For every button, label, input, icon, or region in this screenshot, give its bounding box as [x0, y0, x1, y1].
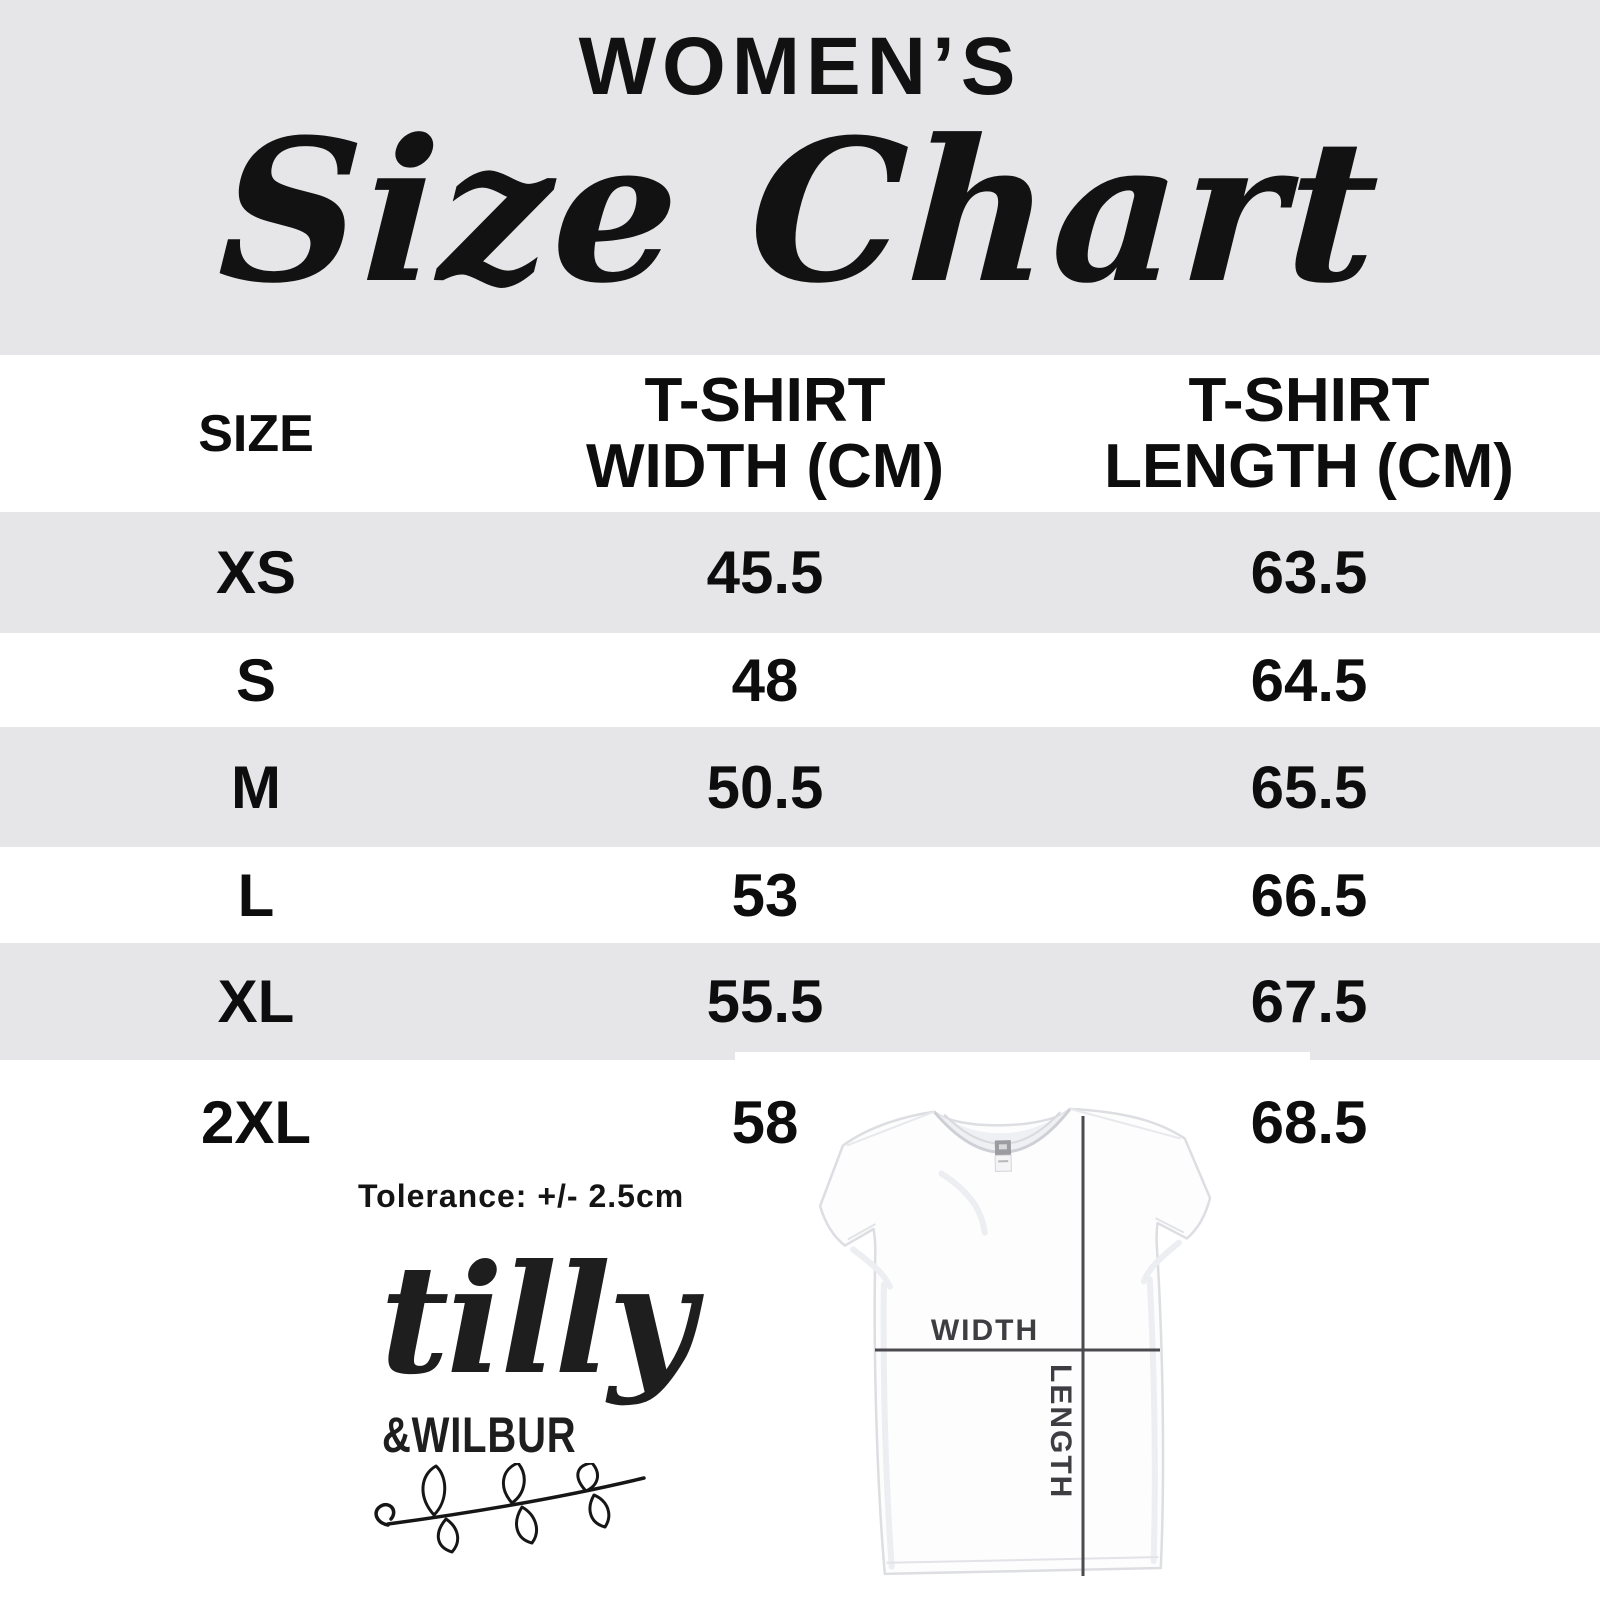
col-header-width-line2: WIDTH (CM) [585, 431, 945, 501]
tshirt-diagram: WIDTH LENGTH [735, 1052, 1310, 1600]
width-cell: 55.5 [706, 968, 824, 1035]
length-cell: 64.5 [1250, 646, 1368, 714]
brand-logo-caps: &WILBUR [382, 1407, 577, 1463]
table-row: L 53 66.5 [0, 847, 1600, 943]
size-cell: S [235, 646, 277, 714]
tshirt-graphic [818, 1107, 1212, 1576]
table-header-row: SIZE T-SHIRT WIDTH (CM) T-SHIRT LENGTH (… [0, 355, 1600, 512]
col-header-width: T-SHIRT WIDTH (CM) [512, 355, 1018, 512]
size-cell: M [231, 753, 281, 821]
size-cell: L [237, 861, 275, 929]
length-cell: 65.5 [1250, 753, 1368, 821]
table-row: S 48 64.5 [0, 633, 1600, 727]
tolerance-note: Tolerance: +/- 2.5cm [358, 1178, 685, 1214]
width-label: WIDTH [931, 1314, 1039, 1347]
neck-tag [994, 1140, 1012, 1172]
width-cell: 58 [731, 1089, 799, 1156]
table-row: XL 55.5 67.5 [0, 943, 1600, 1060]
page-title: Size Chart [214, 97, 1386, 327]
laurel-branch-icon [372, 1461, 654, 1560]
length-cell: 68.5 [1250, 1089, 1368, 1156]
width-cell: 45.5 [706, 539, 824, 606]
size-cell: 2XL [200, 1089, 312, 1156]
col-header-size-label: SIZE [198, 404, 314, 463]
length-label: LENGTH [1044, 1364, 1077, 1499]
col-header-size: SIZE [0, 355, 512, 512]
length-cell: 66.5 [1250, 861, 1368, 929]
eyebrow-title: WOMEN’S [578, 21, 1022, 112]
col-header-length-line1: T-SHIRT [1188, 365, 1430, 435]
col-header-width-line1: T-SHIRT [644, 365, 886, 435]
width-cell: 48 [731, 646, 799, 714]
col-header-length-line2: LENGTH (CM) [1104, 431, 1514, 501]
brand-logo-script: tilly [380, 1232, 695, 1408]
width-cell: 53 [731, 861, 799, 929]
table-row: M 50.5 65.5 [0, 727, 1600, 847]
hero-banner: WOMEN’S Size Chart [0, 0, 1600, 355]
size-cell: XS [215, 539, 297, 606]
size-cell: XL [217, 968, 295, 1035]
length-cell: 67.5 [1250, 968, 1368, 1035]
width-cell: 50.5 [706, 753, 824, 821]
table-row: XS 45.5 63.5 [0, 512, 1600, 633]
length-cell: 63.5 [1250, 539, 1368, 606]
col-header-length: T-SHIRT LENGTH (CM) [1018, 355, 1600, 512]
